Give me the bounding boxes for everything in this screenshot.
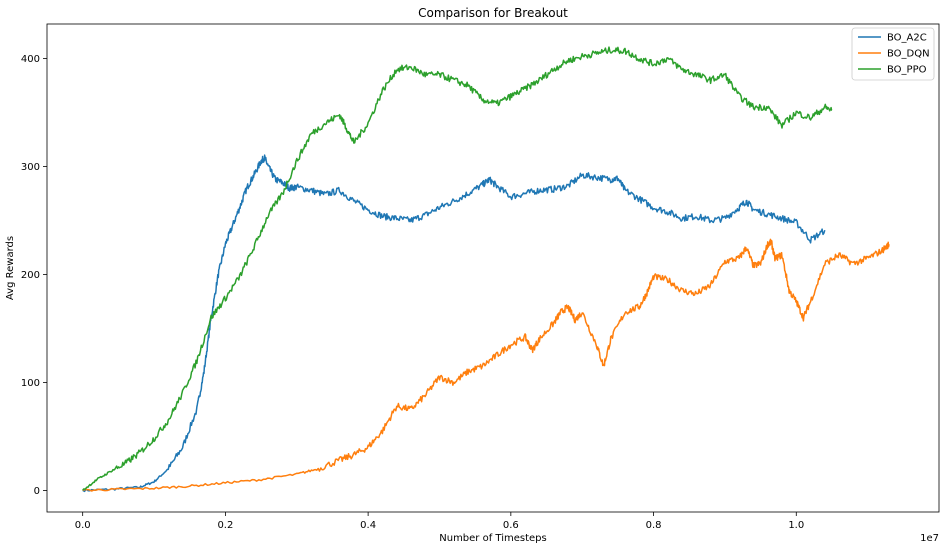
legend: BO_A2C BO_DQN BO_PPO [851,27,935,81]
x-tick-label: 0.4 [360,520,376,531]
y-tick-label: 300 [21,162,40,173]
x-axis-offset-label: 1e7 [920,533,939,544]
y-tick-label: 100 [21,378,40,389]
chart-title: Comparison for Breakout [418,6,568,20]
series-line-bo-a2c [82,154,826,493]
x-tick-label: 1.0 [788,520,804,531]
x-tick-label: 0.2 [217,520,233,531]
x-axis-title: Number of Timesteps [439,533,546,544]
y-tick-label: 200 [21,270,40,281]
series-line-bo-dqn [82,238,890,492]
legend-items: BO_A2C BO_DQN BO_PPO [858,33,930,76]
y-axis-title: Avg Rewards [5,236,16,300]
x-axis-ticks: 0.0 0.2 0.4 0.6 0.8 1.0 [75,512,804,531]
x-tick-label: 0.6 [503,520,519,531]
legend-box [851,27,935,81]
legend-label: BO_A2C [887,33,927,44]
y-axis-ticks: 0 100 200 300 400 [21,54,47,497]
plot-area-frame [46,23,940,513]
legend-label: BO_PPO [887,65,927,76]
y-tick-label: 400 [21,54,40,65]
series-line-bo-ppo [82,46,833,491]
series-layer [82,46,890,493]
y-tick-label: 0 [34,486,40,497]
x-tick-label: 0.0 [75,520,91,531]
legend-label: BO_DQN [887,49,930,60]
x-tick-label: 0.8 [646,520,662,531]
